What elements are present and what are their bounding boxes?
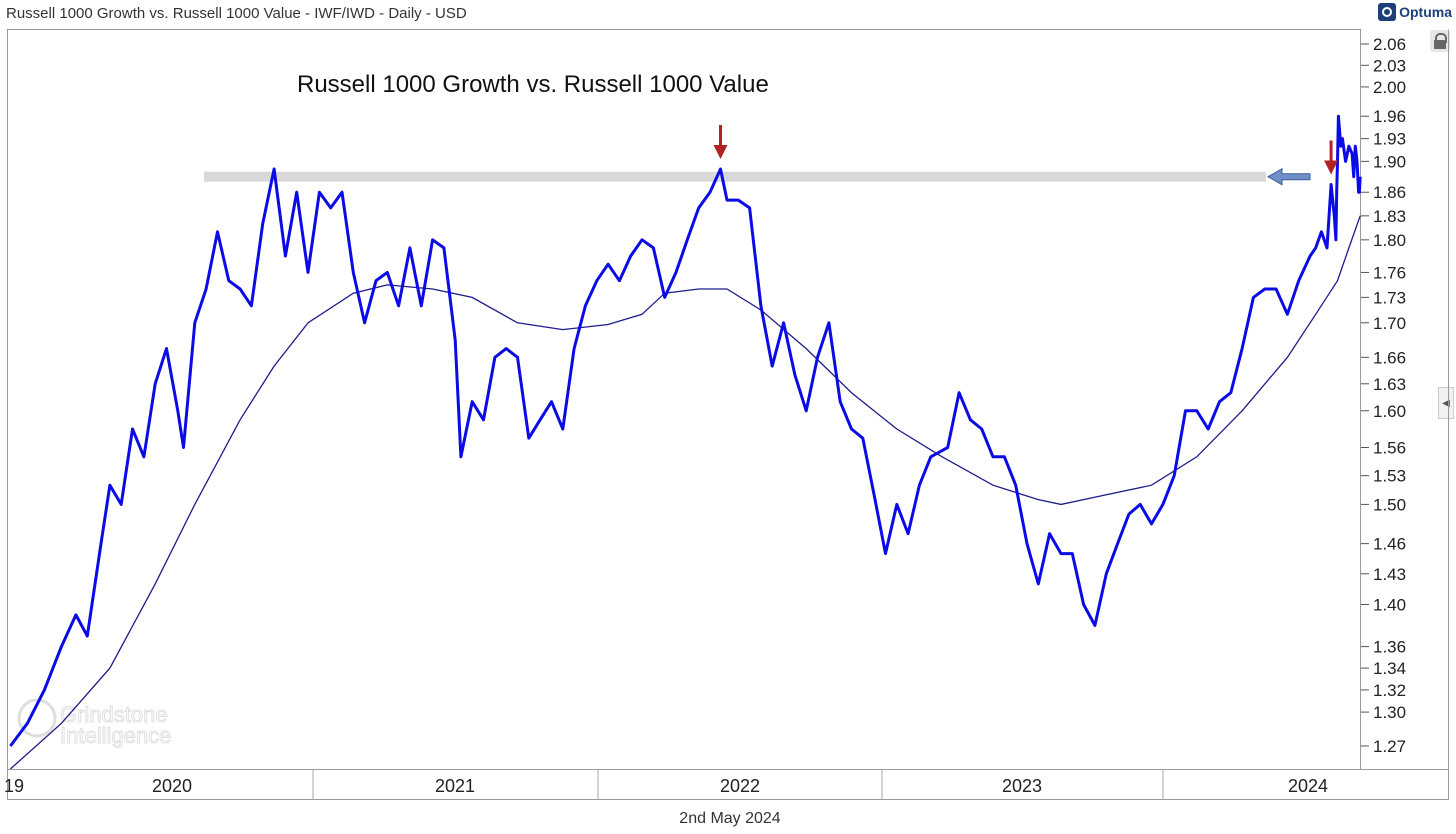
x-tick-label: 2020 — [152, 776, 192, 796]
x-tick-label: 2021 — [435, 776, 475, 796]
y-tick-label: 1.53 — [1373, 467, 1406, 486]
ratio-line — [9, 114, 1362, 747]
y-tick-label: 1.83 — [1373, 207, 1406, 226]
y-tick-label: 1.73 — [1373, 288, 1406, 307]
plot-area-frame — [7, 29, 1361, 770]
collapse-panel-toggle[interactable]: ◀ — [1438, 387, 1454, 419]
y-tick-label: 1.56 — [1373, 438, 1406, 457]
lock-icon[interactable] — [1430, 30, 1450, 52]
y-tick-label: 2.06 — [1373, 35, 1406, 54]
chart-title: Russell 1000 Growth vs. Russell 1000 Val… — [297, 71, 769, 98]
y-tick-label: 1.93 — [1373, 130, 1406, 149]
y-tick-label: 1.86 — [1373, 183, 1406, 202]
y-tick-label: 1.43 — [1373, 565, 1406, 584]
down-arrow-marker — [1324, 140, 1339, 175]
y-tick-label: 1.27 — [1373, 737, 1406, 756]
y-tick-label: 1.96 — [1373, 107, 1406, 126]
x-tick-label: 2022 — [720, 776, 760, 796]
y-tick-label: 1.60 — [1373, 402, 1406, 421]
y-tick-label: 1.66 — [1373, 348, 1406, 367]
y-tick-label: 1.76 — [1373, 263, 1406, 282]
current-level-arrow-marker — [1266, 167, 1311, 186]
brand-logo: Optuma — [1378, 3, 1452, 21]
y-tick-label: 1.80 — [1373, 231, 1406, 250]
y-tick-label: 1.36 — [1373, 638, 1406, 657]
y-tick-label: 1.90 — [1373, 152, 1406, 171]
window-title: Russell 1000 Growth vs. Russell 1000 Val… — [6, 5, 467, 22]
moving-average-line — [9, 215, 1361, 770]
x-tick-label: 19 — [4, 776, 24, 796]
watermark-logo-icon — [17, 698, 57, 738]
brand-name: Optuma — [1399, 4, 1452, 20]
resistance-band — [204, 171, 1266, 182]
y-tick-label: 1.70 — [1373, 314, 1406, 333]
footer-date: 2nd May 2024 — [679, 810, 781, 827]
y-tick-label: 1.46 — [1373, 535, 1406, 554]
y-tick-label: 1.50 — [1373, 495, 1406, 514]
watermark-line2: Intelligence — [60, 723, 171, 748]
y-tick-label: 2.00 — [1373, 78, 1406, 97]
down-arrow-marker — [713, 125, 728, 160]
y-tick-label: 1.30 — [1373, 703, 1406, 722]
x-tick-label: 2024 — [1288, 776, 1328, 796]
optuma-logo-icon — [1378, 3, 1397, 21]
y-tick-label: 1.32 — [1373, 681, 1406, 700]
y-tick-label: 2.03 — [1373, 56, 1406, 75]
x-tick-label: 2023 — [1002, 776, 1042, 796]
y-tick-label: 1.63 — [1373, 375, 1406, 394]
y-tick-label: 1.34 — [1373, 659, 1406, 678]
y-tick-label: 1.40 — [1373, 596, 1406, 615]
